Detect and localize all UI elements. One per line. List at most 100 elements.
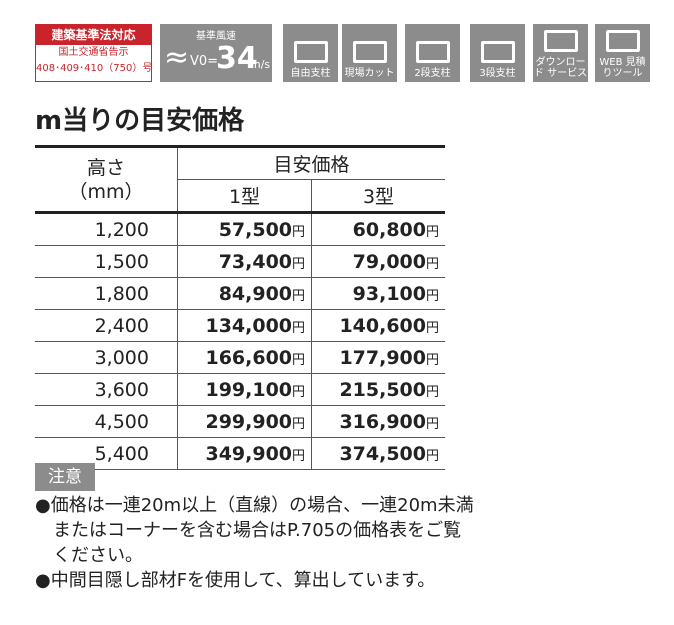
table-row: 1,800 84,900円 93,100円 [35,277,445,310]
price: 60,800 [352,218,426,241]
header-cell: 高さ （mm） [35,146,178,213]
wind-unit: m/s [250,58,271,71]
feature-icon: 2段支柱 [405,24,460,82]
height: 1,500 [94,250,149,273]
table-cell: 73,400円 [177,245,313,278]
table-row: 1,500 73,400円 79,000円 [35,245,445,278]
note-item: ●中間目隠し部材Fを使用して、算出しています。 [35,570,436,591]
price: 57,500 [218,218,293,241]
table-cell: 177,900円 [311,341,445,374]
table-cell: 93,100円 [311,277,445,310]
icon-label: 2段支柱 [414,68,451,79]
icon-label: 自由支柱 [290,68,331,79]
table-cell: 3,000 [35,341,178,374]
unit: 円 [425,352,439,368]
table-row: 3,600 199,100円 215,500円 [35,373,445,406]
icon-graphic [605,30,640,52]
feature-icon: 自由支柱 [283,24,338,82]
unit: 円 [425,224,439,240]
height: 3,600 [94,378,149,401]
table-cell: 1,500 [35,245,178,278]
law-badge: 建築基準法対応 国土交通省告示 408･409･410（750）号 [35,24,152,82]
table-cell: 4,500 [35,405,178,438]
unit: 円 [292,256,306,272]
table-cell: 199,100円 [177,373,313,406]
price: 140,600 [339,314,426,337]
wind-label: 基準風速 [196,31,236,42]
price: 177,900 [339,346,426,369]
unit: 円 [292,352,306,368]
title: m当りの目安価格 [35,106,245,136]
table-cell: 134,000円 [177,309,313,342]
table-cell: 349,900円 [177,437,313,470]
price: 134,000 [205,314,293,337]
badge-title: 建築基準法対応 [36,25,151,45]
height: 1,200 [94,218,149,241]
table-cell: 60,800円 [311,212,445,246]
table-cell: 1,800 [35,277,178,310]
table-cell: 166,600円 [177,341,313,374]
feature-icon: ダウンロード サービス [533,24,588,82]
unit: 円 [425,416,439,432]
header: （mm） [68,180,144,203]
price: 199,100 [205,378,293,401]
price: 84,900 [218,282,293,305]
price-table: 高さ （mm） 目安価格 1型 3型 1,200 57,500円 60,800円 1,50… [35,145,445,470]
height: 4,500 [94,410,149,433]
height: 2,400 [94,314,149,337]
table-cell: 3,600 [35,373,178,406]
unit: 円 [292,288,306,304]
table-cell: 299,900円 [177,405,313,438]
feature-icon: 現場カット [342,24,397,82]
icon-graphic [480,41,515,63]
unit: 円 [425,288,439,304]
price: 299,900 [205,410,293,433]
icon-label: 現場カット [344,68,395,79]
header: 高さ [86,156,125,179]
table-cell: 84,900円 [177,277,313,310]
height: 5,400 [94,442,149,465]
note-item: ●価格は一連20m以上（直線）の場合、一連20m未満またはコーナーを含む場合はP… [35,495,474,566]
icon-graphic [293,41,328,63]
table-cell: 374,500円 [311,437,445,470]
notes: ●価格は一連20m以上（直線）の場合、一連20m未満またはコーナーを含む場合はP… [35,493,475,593]
table-row: 3,000 166,600円 177,900円 [35,341,445,374]
price: 215,500 [339,378,426,401]
table-cell: 215,500円 [311,373,445,406]
height: 1,800 [94,282,149,305]
price: 374,500 [339,442,426,465]
badge-line: 408･409･410（750）号 [36,63,153,74]
wind-v: V0= [190,54,219,69]
table-cell: 1,200 [35,212,178,246]
unit: 円 [425,256,439,272]
price: 93,100 [352,282,426,305]
unit: 円 [292,416,306,432]
feature-icon: 3段支柱 [470,24,525,82]
table-cell: 57,500円 [177,212,313,246]
icon-label: ダウンロード サービス [533,57,588,79]
table-row: 1,200 57,500円 60,800円 [35,212,445,246]
unit: 円 [292,384,306,400]
wind-icon: ≈ [164,40,190,75]
unit: 円 [292,224,306,240]
price: 73,400 [218,250,293,273]
table-cell: 79,000円 [311,245,445,278]
feature-icon: WEB 見積りツール [595,24,650,82]
wind-value: 34 [216,41,258,76]
unit: 円 [425,320,439,336]
table-cell: 316,900円 [311,405,445,438]
icon-graphic [543,30,578,52]
unit: 円 [425,384,439,400]
table-row: 5,400 349,900円 374,500円 [35,437,445,470]
unit: 円 [292,320,306,336]
icon-label: WEB 見積りツール [599,57,646,79]
icon-graphic [415,41,450,63]
header: 目安価格 [177,146,445,180]
header: 3型 [311,179,445,213]
table-cell: 140,600円 [311,309,445,342]
badge-line: 国土交通省告示 [58,47,129,58]
height: 3,000 [94,346,149,369]
unit: 円 [425,448,439,464]
icon-graphic [352,41,387,63]
